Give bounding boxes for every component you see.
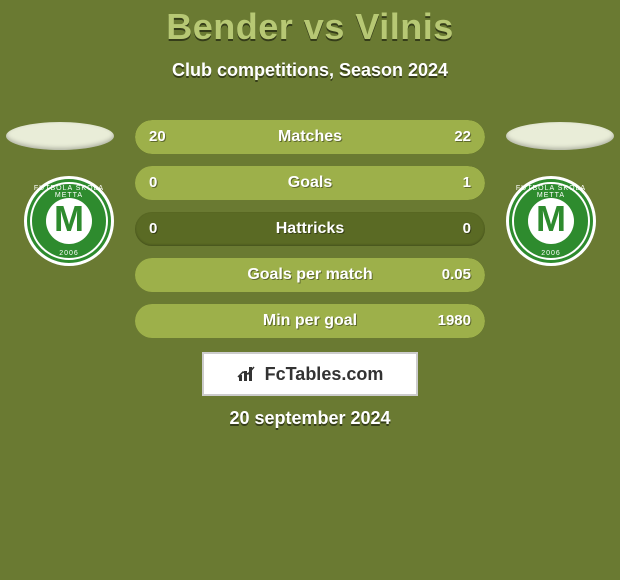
stat-label: Goals per match — [135, 258, 485, 292]
badge-inner: M — [528, 198, 574, 244]
stat-row: 0Hattricks0 — [135, 212, 485, 246]
stat-value-right: 1 — [463, 166, 471, 200]
stat-row: 0Goals1 — [135, 166, 485, 200]
stats-container: 20Matches220Goals10Hattricks0Goals per m… — [135, 120, 485, 350]
club-badge-left: FUTBOLA SKOLA METTA M 2006 — [24, 176, 114, 266]
stat-label: Hattricks — [135, 212, 485, 246]
stat-value-right: 0 — [463, 212, 471, 246]
stat-row: 20Matches22 — [135, 120, 485, 154]
stat-label: Goals — [135, 166, 485, 200]
badge-letter: M — [536, 198, 566, 240]
badge-bottom-text: 2006 — [24, 250, 114, 257]
footer-logo: FcTables.com — [202, 352, 418, 396]
comparison-card: Bender vs Vilnis Club competitions, Seas… — [0, 0, 620, 580]
badge-inner: M — [46, 198, 92, 244]
badge-top-text: FUTBOLA SKOLA METTA — [24, 185, 114, 199]
stat-row: Goals per match0.05 — [135, 258, 485, 292]
stat-value-right: 22 — [454, 120, 471, 154]
stat-row: Min per goal1980 — [135, 304, 485, 338]
page-title: Bender vs Vilnis — [0, 6, 620, 48]
footer-logo-text: FcTables.com — [265, 364, 384, 385]
page-subtitle: Club competitions, Season 2024 — [0, 60, 620, 81]
badge-bottom-text: 2006 — [506, 250, 596, 257]
stat-label: Min per goal — [135, 304, 485, 338]
player-left-oval — [6, 122, 114, 150]
player-right-oval — [506, 122, 614, 150]
stat-value-right: 0.05 — [442, 258, 471, 292]
bar-chart-icon — [237, 365, 259, 383]
stat-label: Matches — [135, 120, 485, 154]
date-text: 20 september 2024 — [0, 408, 620, 429]
stat-value-right: 1980 — [438, 304, 471, 338]
badge-letter: M — [54, 198, 84, 240]
badge-top-text: FUTBOLA SKOLA METTA — [506, 185, 596, 199]
club-badge-right: FUTBOLA SKOLA METTA M 2006 — [506, 176, 596, 266]
